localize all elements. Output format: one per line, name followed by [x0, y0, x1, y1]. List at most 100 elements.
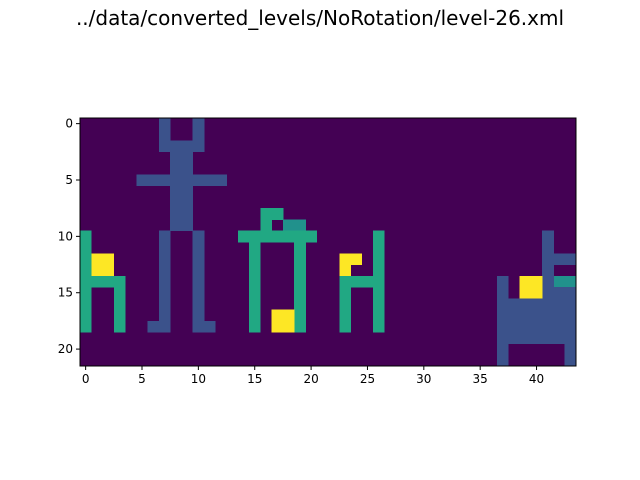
y-tick-label: 10 — [58, 229, 73, 243]
heatmap-cell — [158, 230, 171, 243]
y-tick-label: 0 — [65, 117, 73, 131]
heatmap-cell — [373, 309, 385, 322]
heatmap-cell — [147, 320, 160, 333]
heatmap-cell — [249, 253, 261, 265]
heatmap-cell — [497, 275, 509, 288]
heatmap-cell — [204, 320, 216, 333]
heatmap-cell — [339, 287, 351, 299]
heatmap-cell — [158, 129, 171, 141]
heatmap-cell — [260, 230, 272, 243]
heatmap-cell — [249, 275, 261, 288]
heatmap-cell — [564, 309, 577, 322]
heatmap-cell — [553, 320, 566, 333]
heatmap-cell — [564, 343, 577, 356]
heatmap-cell — [294, 219, 306, 232]
plot-frame — [79, 117, 577, 367]
heatmap-cell — [158, 320, 171, 333]
heatmap-cell — [519, 298, 532, 310]
heatmap-cell — [294, 264, 306, 277]
heatmap-cell — [497, 309, 509, 322]
x-tick-label: 10 — [191, 372, 206, 386]
heatmap-cell — [497, 298, 509, 310]
heatmap-cell — [519, 275, 532, 288]
heatmap-cell — [237, 230, 250, 243]
heatmap-cell — [192, 253, 205, 265]
heatmap-cell — [373, 230, 385, 243]
x-tick-label: 20 — [303, 372, 318, 386]
heatmap-cell — [170, 208, 182, 220]
heatmap-cell — [80, 287, 92, 299]
heatmap-cell — [181, 151, 194, 164]
heatmap-cell — [170, 219, 182, 232]
heatmap-cell — [530, 309, 543, 322]
heatmap-cell — [361, 275, 374, 288]
heatmap-cell — [158, 264, 171, 277]
heatmap-cell — [294, 287, 306, 299]
heatmap-cell — [192, 309, 205, 322]
heatmap-cell — [260, 219, 272, 232]
heatmap-cell — [530, 320, 543, 333]
heatmap-cell — [530, 275, 543, 288]
heatmap-cell — [158, 174, 171, 186]
heatmap-cell — [282, 219, 295, 232]
heatmap-cell — [181, 219, 194, 232]
heatmap-cell — [553, 275, 566, 288]
heatmap-cell — [542, 242, 554, 254]
heatmap-cell — [80, 242, 92, 254]
heatmap-cell — [158, 309, 171, 322]
heatmap-cell — [192, 264, 205, 277]
heatmap-cell — [249, 264, 261, 277]
heatmap-cell — [564, 354, 577, 367]
heatmap-cell — [508, 298, 520, 310]
heatmap-cell — [192, 320, 205, 333]
heatmap-cell — [113, 320, 126, 333]
heatmap-cell — [350, 253, 363, 265]
heatmap-cell — [80, 264, 92, 277]
heatmap-cell — [282, 309, 295, 322]
heatmap-cell — [497, 343, 509, 356]
heatmap-cell — [564, 287, 577, 299]
heatmap-cell — [497, 332, 509, 344]
x-tick-label: 0 — [82, 372, 90, 386]
heatmap-cell — [102, 253, 115, 265]
heatmap-cell — [542, 275, 554, 288]
heatmap-cell — [80, 309, 92, 322]
heatmap-cell — [192, 287, 205, 299]
heatmap-cell — [542, 320, 554, 333]
x-tick-label: 40 — [529, 372, 544, 386]
heatmap-cell — [204, 174, 216, 186]
heatmap-cell — [181, 174, 194, 186]
heatmap-cell — [80, 298, 92, 310]
heatmap-cell — [192, 174, 205, 186]
heatmap-cell — [282, 320, 295, 333]
heatmap-cell — [373, 298, 385, 310]
heatmap-cell — [553, 332, 566, 344]
heatmap-cell — [181, 196, 194, 209]
heatmap-cell — [91, 264, 103, 277]
heatmap-cell — [80, 275, 92, 288]
heatmap-cell — [249, 309, 261, 322]
x-tick-label: 15 — [247, 372, 262, 386]
heatmap-cell — [80, 320, 92, 333]
heatmap-cell — [80, 253, 92, 265]
x-tick-label: 5 — [138, 372, 146, 386]
heatmap-cell — [508, 320, 520, 333]
heatmap-cell — [170, 174, 182, 186]
heatmap-cell — [553, 309, 566, 322]
heatmap-cell — [294, 298, 306, 310]
y-tick-label: 20 — [58, 342, 73, 356]
heatmap-cell — [192, 275, 205, 288]
heatmap-cell — [271, 230, 284, 243]
heatmap-cell — [553, 298, 566, 310]
heatmap-cell — [192, 129, 205, 141]
heatmap-cell — [508, 332, 520, 344]
heatmap-cell — [91, 253, 103, 265]
heatmap-cell — [158, 253, 171, 265]
heatmap-cell — [158, 242, 171, 254]
y-tick-label: 15 — [58, 286, 73, 300]
x-axis: 0 5 10 15 20 25 30 35 40 — [82, 366, 544, 386]
heatmap-cell — [373, 264, 385, 277]
x-tick-label: 25 — [360, 372, 375, 386]
heatmap-cell — [373, 287, 385, 299]
